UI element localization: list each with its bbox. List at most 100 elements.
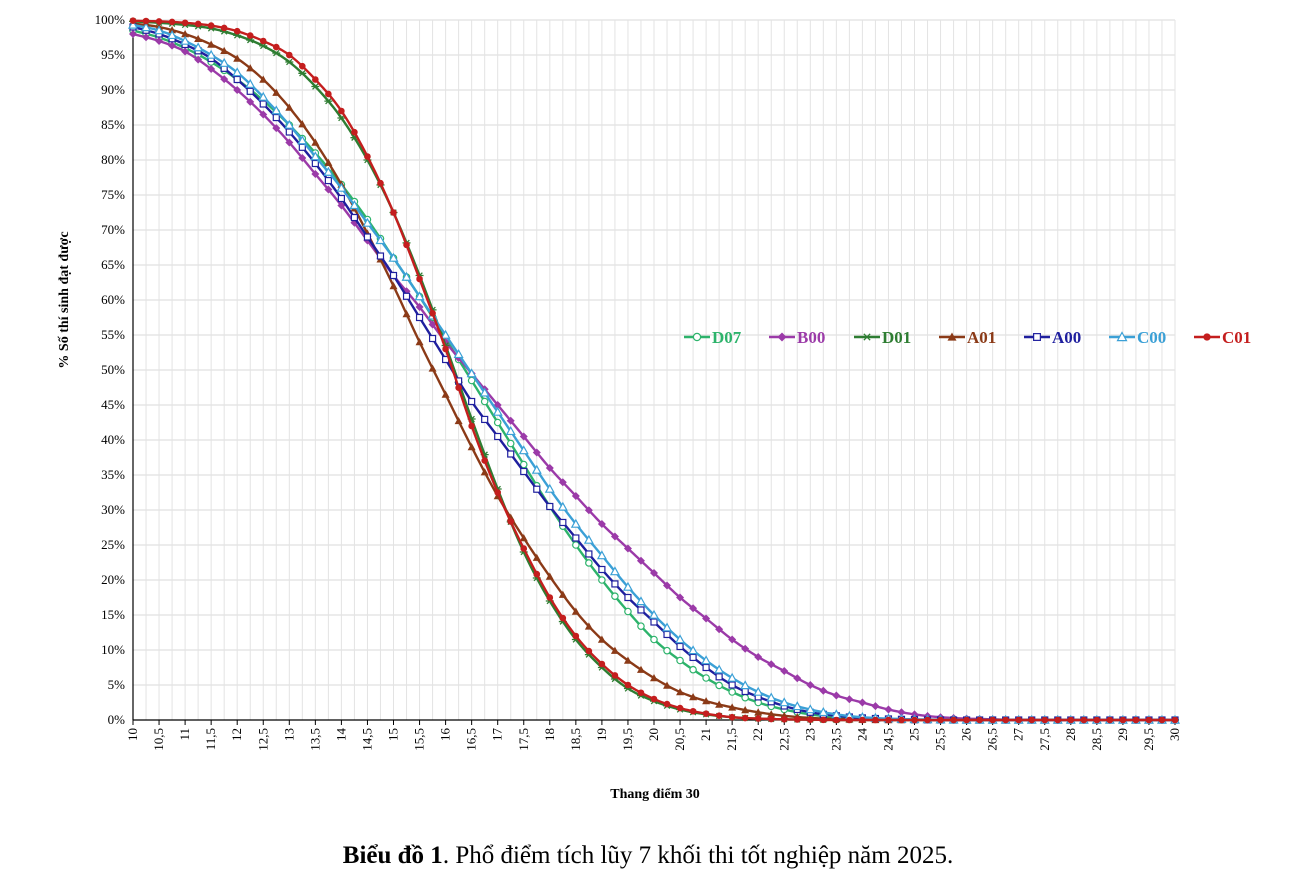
data-point-C01 xyxy=(715,712,723,720)
data-point-C01 xyxy=(859,716,866,724)
data-point-C01 xyxy=(820,716,827,724)
data-point-C01 xyxy=(937,716,944,724)
data-point-A01 xyxy=(636,665,645,673)
data-point-A01 xyxy=(324,158,333,166)
x-tick-label: 29,5 xyxy=(1141,728,1156,751)
data-point-A00 xyxy=(715,673,723,681)
data-point-C00 xyxy=(662,622,673,632)
data-point-A01 xyxy=(194,34,203,43)
data-point-C01 xyxy=(299,62,306,70)
data-point-C01 xyxy=(598,660,606,668)
legend-label-D01: D01 xyxy=(882,328,911,347)
data-point-B00 xyxy=(129,30,137,38)
legend-marker-A00 xyxy=(1033,333,1041,341)
x-tick-label: 11 xyxy=(177,728,192,741)
data-point-C01 xyxy=(624,681,632,689)
data-point-C01 xyxy=(233,27,241,35)
data-point-C00 xyxy=(232,67,243,77)
data-point-A00 xyxy=(585,550,593,558)
legend-label-C00: C00 xyxy=(1137,328,1166,347)
data-point-A01 xyxy=(741,706,750,714)
x-tick-label: 16,5 xyxy=(464,728,479,751)
data-point-B00 xyxy=(168,41,177,50)
data-point-C01 xyxy=(481,457,488,464)
data-point-A01 xyxy=(233,54,242,62)
data-point-A01 xyxy=(715,700,724,708)
data-point-C01 xyxy=(846,716,853,724)
data-point-C00 xyxy=(375,235,386,245)
data-point-C01 xyxy=(390,209,397,216)
x-tick-label: 12,5 xyxy=(255,728,270,751)
data-point-A00 xyxy=(272,113,280,122)
data-point-C01 xyxy=(833,716,840,724)
data-point-C00 xyxy=(127,19,139,29)
data-point-C00 xyxy=(531,464,542,474)
data-point-B00 xyxy=(767,660,776,669)
legend-item-C01: C01 xyxy=(1194,328,1251,347)
data-point-B00 xyxy=(897,708,906,717)
data-point-D01 xyxy=(298,70,307,77)
x-tick-label: 18,5 xyxy=(568,728,583,751)
data-point-C01 xyxy=(702,710,710,718)
y-tick-label: 100% xyxy=(95,12,126,27)
data-point-C00 xyxy=(492,406,503,416)
x-tick-label: 26 xyxy=(959,728,974,742)
legend-marker-C01 xyxy=(1203,333,1211,341)
data-point-C01 xyxy=(741,714,749,722)
data-point-C00 xyxy=(479,387,490,397)
data-point-B00 xyxy=(246,97,255,106)
y-tick-label: 70% xyxy=(101,222,125,237)
data-point-C01 xyxy=(207,22,215,29)
data-point-C00 xyxy=(401,271,412,281)
figure-caption: Biểu đồ 1. Phổ điểm tích lũy 7 khối thi … xyxy=(0,842,1296,870)
data-point-B00 xyxy=(832,691,841,700)
legend-label-C01: C01 xyxy=(1222,328,1251,347)
y-tick-label: 45% xyxy=(101,397,125,412)
data-point-C01 xyxy=(898,716,905,724)
data-point-C01 xyxy=(585,647,593,655)
data-point-C01 xyxy=(1145,716,1153,724)
data-point-D01 xyxy=(285,58,294,66)
data-point-C01 xyxy=(455,384,462,392)
y-tick-label: 10% xyxy=(101,642,125,657)
data-point-C00 xyxy=(180,35,191,45)
data-point-B00 xyxy=(142,33,151,42)
data-point-B00 xyxy=(558,478,567,487)
data-point-C01 xyxy=(572,632,580,640)
data-point-C00 xyxy=(297,135,308,145)
data-point-C00 xyxy=(596,550,607,560)
data-point-B00 xyxy=(220,75,229,84)
data-point-A01 xyxy=(246,64,255,72)
legend-item-C00: C00 xyxy=(1109,328,1166,347)
x-tick-label: 29 xyxy=(1115,728,1130,741)
data-point-C01 xyxy=(793,716,801,723)
data-point-D07 xyxy=(741,693,749,702)
x-tick-label: 18 xyxy=(542,728,557,741)
data-point-C01 xyxy=(338,107,345,115)
data-point-B00 xyxy=(676,593,685,602)
data-point-A00 xyxy=(389,271,398,280)
series-C01 xyxy=(129,17,1179,724)
data-point-C01 xyxy=(1171,716,1179,724)
y-tick-label: 95% xyxy=(101,47,125,62)
data-point-B00 xyxy=(793,674,802,683)
data-point-C00 xyxy=(388,252,399,262)
data-point-C01 xyxy=(911,716,918,724)
legend-marker-A01 xyxy=(947,332,957,341)
data-point-C00 xyxy=(440,329,451,339)
data-point-C00 xyxy=(648,609,660,619)
data-point-A00 xyxy=(546,502,554,511)
data-point-A01 xyxy=(623,656,632,664)
data-point-A00 xyxy=(702,663,710,672)
data-point-C01 xyxy=(663,700,671,708)
data-point-C00 xyxy=(323,166,334,176)
data-point-B00 xyxy=(207,65,216,73)
data-point-B00 xyxy=(623,544,632,553)
data-point-A01 xyxy=(610,646,619,654)
caption-text: . Phổ điểm tích lũy 7 khối thi tốt nghiệ… xyxy=(442,842,954,869)
x-tick-label: 14,5 xyxy=(359,728,374,751)
data-point-A00 xyxy=(337,194,345,203)
legend-marker-C00 xyxy=(1116,331,1128,342)
data-point-A00 xyxy=(233,75,241,84)
